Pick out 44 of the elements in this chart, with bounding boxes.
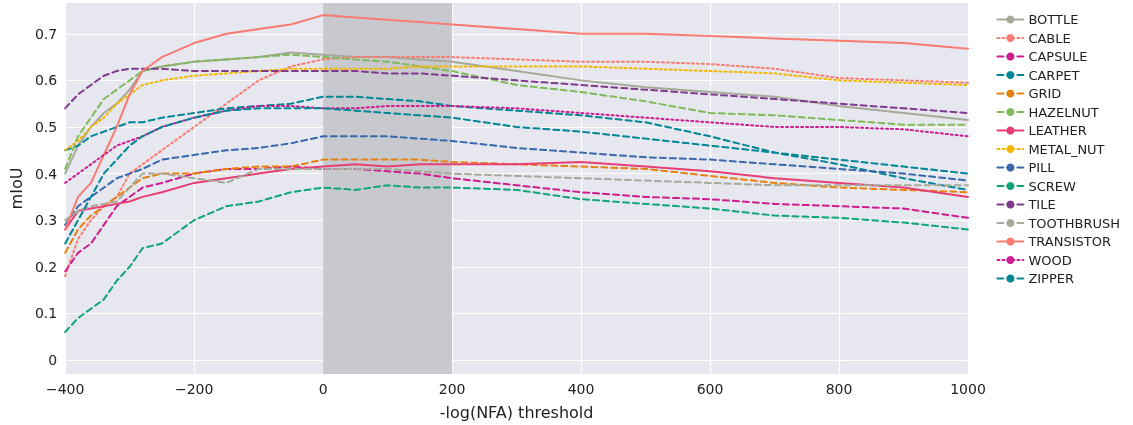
y-tick-label: 0.2 bbox=[34, 258, 58, 275]
y-axis-title: mIoU bbox=[6, 167, 26, 210]
legend-label: GRID bbox=[1028, 86, 1062, 101]
legend-label: METAL_NUT bbox=[1028, 141, 1105, 157]
legend-label: HAZELNUT bbox=[1028, 104, 1099, 120]
line-series bbox=[64, 158, 969, 254]
line-series bbox=[64, 184, 969, 334]
legend-label: CARPET bbox=[1028, 67, 1080, 83]
legend-label: CABLE bbox=[1028, 30, 1071, 46]
legend-label: TOOTHBRUSH bbox=[1027, 215, 1121, 231]
x-tick-label: 600 bbox=[696, 381, 724, 397]
line-series bbox=[64, 160, 969, 231]
x-tick-label: −200 bbox=[174, 381, 214, 397]
x-tick-label: 200 bbox=[438, 381, 466, 397]
line-series bbox=[64, 67, 969, 114]
x-tick-label: 1000 bbox=[950, 381, 986, 397]
y-tick-label: 0.1 bbox=[34, 305, 58, 322]
legend-label: TRANSISTOR bbox=[1027, 234, 1111, 249]
legend-label: ZIPPER bbox=[1028, 271, 1075, 286]
x-tick-label: 400 bbox=[567, 381, 595, 397]
line-series bbox=[64, 56, 969, 278]
y-tick-label: 0.3 bbox=[34, 212, 58, 229]
x-axis-title: -log(NFA) threshold bbox=[439, 402, 594, 422]
y-tick-label: 0.7 bbox=[34, 25, 58, 42]
line-series bbox=[64, 167, 969, 222]
legend-label: SCREW bbox=[1028, 178, 1076, 194]
y-tick-label: 0.6 bbox=[34, 72, 58, 89]
line-series bbox=[64, 14, 969, 231]
line-series bbox=[64, 65, 969, 152]
legend-label: WOOD bbox=[1028, 252, 1072, 268]
legend-label: PILL bbox=[1028, 160, 1056, 175]
y-tick-label: 0 bbox=[48, 352, 58, 369]
line-series bbox=[64, 165, 969, 273]
x-tick-label: 0 bbox=[318, 381, 328, 397]
y-tick-label: 0.4 bbox=[34, 165, 58, 182]
line-series bbox=[64, 105, 969, 184]
legend-label: BOTTLE bbox=[1028, 12, 1079, 27]
legend-label: CAPSULE bbox=[1028, 49, 1088, 64]
x-tick-label: −400 bbox=[45, 381, 85, 397]
line-series bbox=[64, 135, 969, 226]
legend-label: TILE bbox=[1027, 197, 1056, 212]
legend-label: LEATHER bbox=[1028, 123, 1087, 138]
x-tick-label: 800 bbox=[825, 381, 853, 397]
y-tick-label: 0.5 bbox=[34, 118, 58, 135]
